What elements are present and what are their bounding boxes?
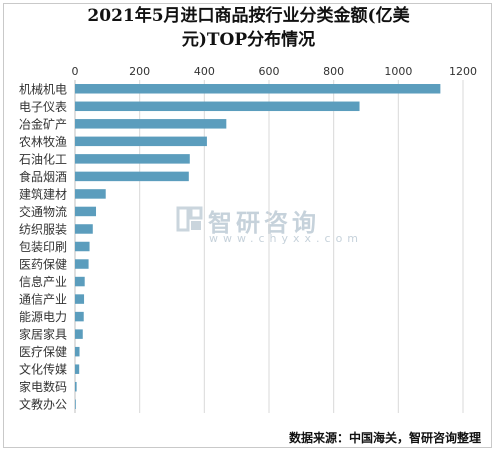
bar-6 (75, 189, 106, 199)
bar-1 (75, 101, 360, 112)
category-label-11: 信息产业 (19, 274, 67, 289)
chart-title: 2021年5月进口商品按行业分类金额(亿美 元)TOP分布情况 (0, 4, 497, 52)
category-label-8: 纺织服装 (19, 222, 67, 236)
x-tick-label-3: 600 (259, 65, 280, 78)
category-label-0: 机械机电 (19, 81, 67, 96)
bar-2 (75, 119, 227, 129)
source-note: 数据来源：中国海关，智研咨询整理 (288, 431, 481, 445)
zhiyan-logo-icon (176, 206, 203, 232)
chart-title-line1: 2021年5月进口商品按行业分类金额(亿美 (87, 6, 410, 26)
category-label-14: 家居家具 (19, 327, 67, 342)
category-label-6: 建筑建材 (19, 186, 67, 201)
category-label-1: 电子仪表 (19, 100, 67, 114)
bar-18 (75, 399, 76, 409)
bar-4 (75, 154, 190, 164)
bar-12 (75, 294, 85, 304)
category-label-3: 农林牧渔 (19, 135, 67, 149)
bar-7 (75, 206, 97, 217)
bar-16 (75, 364, 80, 374)
x-tick-label-0: 0 (72, 65, 79, 78)
category-label-15: 医疗保健 (19, 345, 67, 359)
watermark-name: 智研咨询 (208, 209, 320, 237)
watermark-url: www.chyxx.com (209, 232, 364, 245)
x-tick-label-5: 1000 (384, 65, 412, 78)
x-tick-label-6: 1200 (449, 65, 477, 78)
category-label-4: 石油化工 (19, 152, 67, 166)
bar-10 (75, 259, 89, 269)
bar-17 (75, 381, 77, 392)
bar-9 (75, 241, 90, 252)
x-tick-label-4: 800 (323, 65, 344, 78)
category-label-5: 食品烟酒 (19, 169, 67, 184)
x-tick-label-1: 200 (129, 65, 150, 78)
category-label-9: 包装印刷 (19, 240, 67, 254)
category-label-13: 能源电力 (19, 310, 67, 324)
bar-3 (75, 136, 207, 147)
category-label-2: 冶金矿产 (19, 116, 67, 131)
bar-13 (75, 311, 84, 322)
bar-14 (75, 329, 83, 339)
x-tick-label-2: 400 (194, 65, 215, 78)
bar-11 (75, 276, 85, 287)
category-label-12: 通信产业 (19, 293, 67, 307)
chart-title-line2: 元)TOP分布情况 (181, 30, 316, 50)
bar-8 (75, 224, 93, 234)
bar-5 (75, 171, 189, 182)
bar-15 (75, 346, 80, 357)
category-label-7: 交通物流 (19, 204, 67, 219)
bar-0 (75, 84, 441, 94)
category-label-17: 家电数码 (19, 379, 67, 394)
category-label-18: 文教办公 (19, 397, 67, 412)
category-label-10: 医药保健 (19, 258, 67, 272)
category-label-16: 文化传媒 (19, 362, 67, 377)
